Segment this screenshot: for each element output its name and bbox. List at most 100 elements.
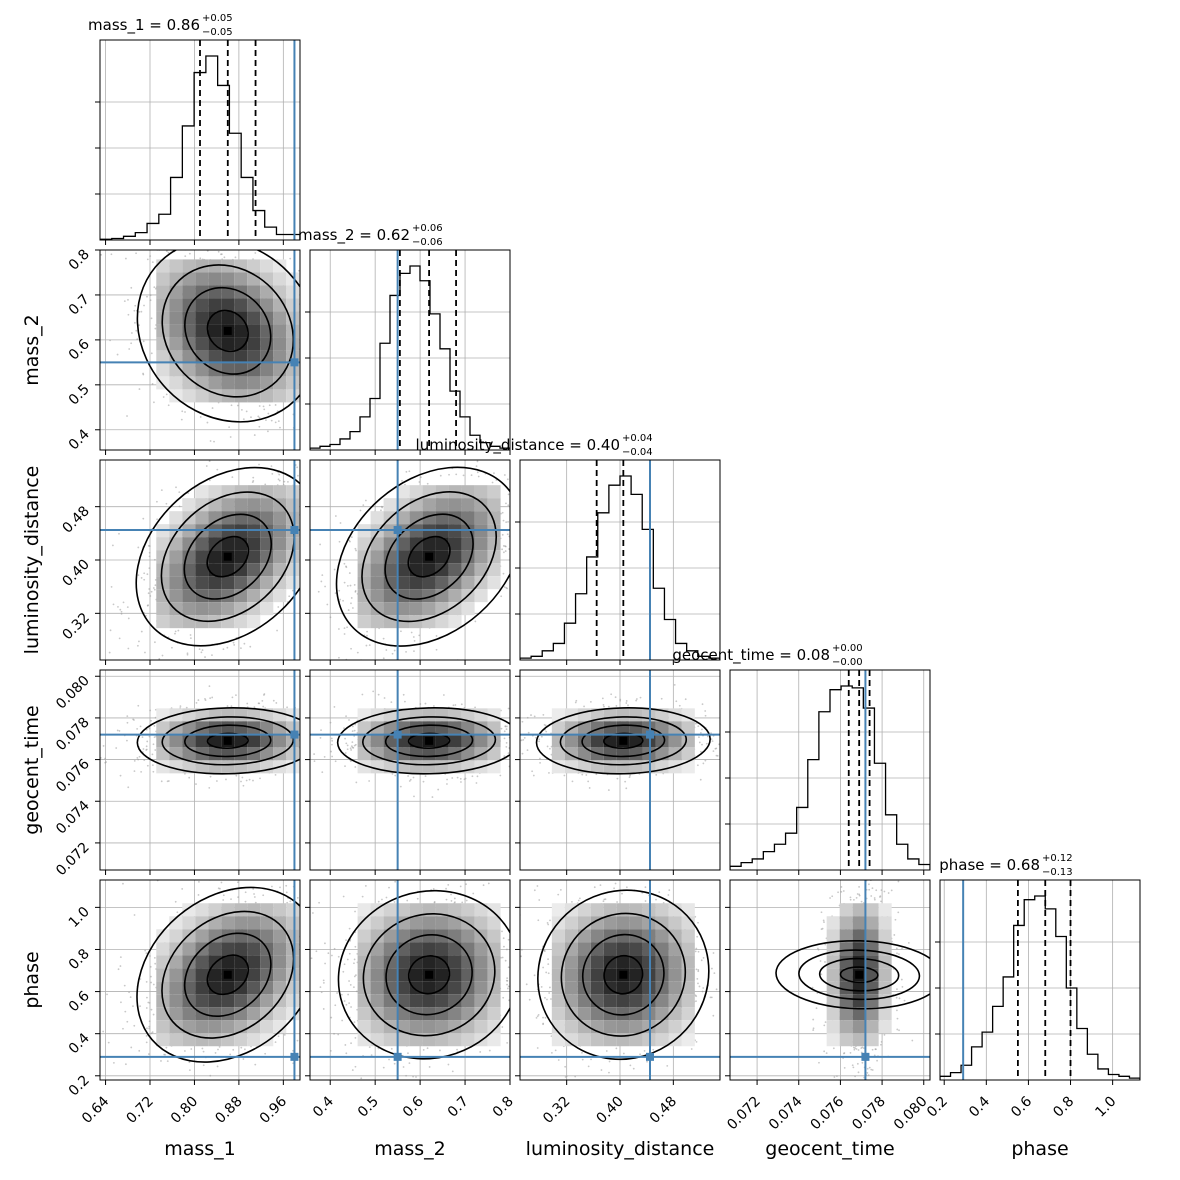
sample-point (145, 745, 148, 748)
sample-point (272, 699, 275, 702)
sample-point (139, 725, 142, 728)
sample-point (148, 588, 151, 590)
density-cell (260, 272, 274, 286)
sample-point (316, 748, 318, 750)
sample-point (258, 463, 260, 466)
density-cell (435, 550, 449, 564)
density-cell (260, 576, 274, 590)
density-cell (370, 511, 384, 525)
sample-point (136, 727, 139, 730)
sample-point (101, 677, 103, 679)
density-cell (461, 537, 475, 551)
sample-point (476, 775, 479, 778)
sample-point (499, 774, 502, 777)
sample-point (220, 253, 222, 256)
sample-point (258, 416, 261, 419)
sample-point (501, 548, 504, 551)
sample-point (332, 703, 334, 705)
sample-point (413, 650, 415, 653)
sample-point (331, 715, 333, 717)
sample-point (318, 515, 320, 517)
panel-content (100, 243, 313, 450)
sample-point (493, 472, 495, 475)
sample-point (322, 523, 324, 525)
sample-point (254, 252, 257, 254)
sample-point (234, 256, 237, 259)
density-cell (169, 363, 183, 377)
sample-point (502, 551, 505, 554)
sample-point (311, 391, 313, 393)
sample-point (346, 744, 349, 747)
density-cell (182, 498, 196, 512)
sample-point (313, 753, 316, 755)
contour-line (206, 732, 249, 750)
sample-point (448, 473, 450, 476)
sample-point (348, 572, 351, 574)
sample-point (286, 706, 288, 709)
sample-point (320, 580, 323, 583)
sample-point (507, 521, 509, 523)
sample-point (458, 457, 460, 459)
density-cell (260, 285, 274, 299)
sample-point (195, 701, 198, 704)
density-cell (448, 550, 462, 564)
density-cell (208, 311, 222, 325)
sample-point (513, 772, 515, 774)
density-cell (234, 337, 248, 351)
sample-point (225, 778, 227, 781)
sample-point (126, 606, 129, 609)
density-cell (396, 498, 410, 512)
sample-point (253, 434, 256, 436)
sample-point (506, 533, 509, 536)
density-cell (182, 350, 196, 364)
density-cell (370, 589, 384, 603)
sample-point (206, 421, 209, 424)
sample-point (148, 735, 151, 738)
sample-point (310, 751, 312, 753)
sample-point (305, 336, 307, 338)
sample-point (346, 584, 349, 587)
sample-point (346, 748, 349, 751)
sample-point (94, 598, 96, 600)
density-cell (234, 511, 248, 525)
density-cell (260, 485, 274, 499)
density-cell (208, 576, 222, 590)
sample-point (258, 405, 261, 407)
sample-point (347, 609, 350, 611)
density-cell (435, 589, 449, 603)
sample-point (226, 646, 229, 649)
sample-point (264, 246, 266, 248)
sample-point (426, 482, 429, 485)
density-cell (422, 589, 436, 603)
sample-point (156, 500, 158, 503)
sample-point (351, 730, 354, 733)
density-cell (169, 563, 183, 577)
sample-point (349, 760, 352, 763)
sample-point (350, 597, 353, 599)
sample-point (301, 335, 303, 337)
sample-point (179, 705, 182, 707)
sample-point (517, 531, 519, 533)
hist-panel-mass_2: mass_2 = 0.62 +0.06−0.06 (298, 223, 511, 455)
density-cell (260, 298, 274, 312)
density-cell (273, 511, 287, 525)
sample-point (201, 649, 204, 651)
sample-point (134, 243, 136, 245)
sample-point (405, 470, 408, 473)
density-cell (195, 721, 209, 735)
contour-line (206, 309, 249, 353)
sample-point (377, 668, 379, 670)
sample-point (278, 435, 280, 437)
density-cell (435, 615, 449, 629)
sample-point (208, 786, 211, 789)
density-cell (169, 376, 183, 390)
sample-point (334, 592, 337, 595)
sample-point (154, 716, 157, 719)
density-cell (182, 747, 196, 761)
sample-point (511, 511, 513, 513)
y-axis-label-luminosity_distance: luminosity_distance (21, 466, 43, 655)
sample-point (137, 704, 140, 707)
sample-point (316, 441, 318, 443)
density-cell (221, 311, 235, 325)
sample-point (307, 548, 309, 550)
